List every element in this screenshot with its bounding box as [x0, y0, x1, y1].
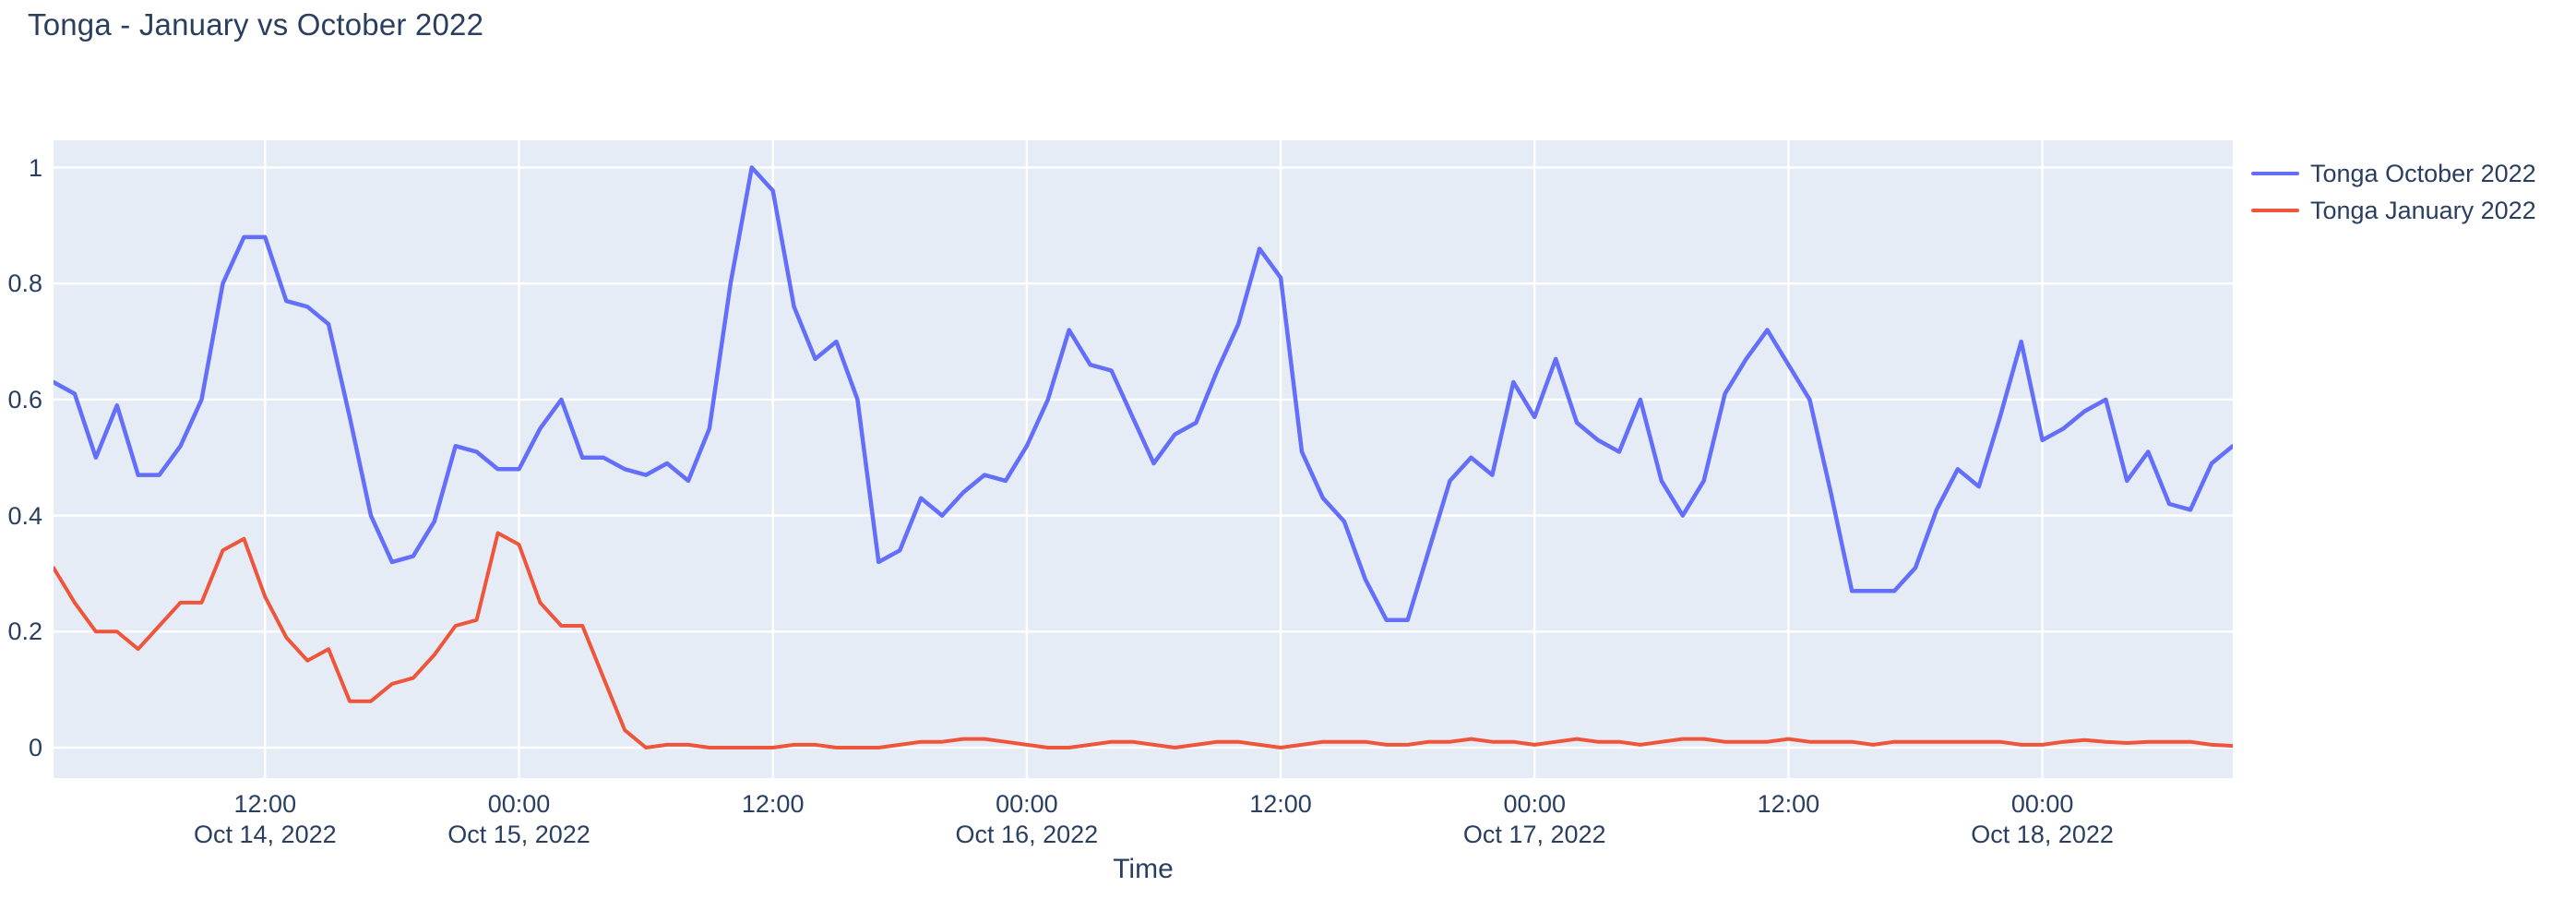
x-tick-time: 12:00: [233, 790, 297, 818]
plot-background: [54, 140, 2233, 778]
y-tick-label: 0.8: [7, 270, 42, 298]
y-axis-ticks: 0 0.2 0.4 0.6 0.8 1: [0, 0, 48, 899]
legend: Tonga October 2022 Tonga January 2022: [2251, 155, 2536, 229]
x-tick-date: Oct 15, 2022: [447, 821, 590, 848]
legend-label: Tonga October 2022: [2310, 159, 2536, 187]
x-tick-date: Oct 16, 2022: [955, 821, 1099, 848]
x-tick-date: Oct 14, 2022: [194, 821, 337, 848]
legend-item[interactable]: Tonga January 2022: [2251, 192, 2536, 229]
x-tick-time: 00:00: [1503, 790, 1567, 818]
legend-item[interactable]: Tonga October 2022: [2251, 155, 2536, 192]
x-tick-label: 12:00: [1758, 789, 1820, 820]
x-tick-time: 12:00: [1249, 790, 1312, 818]
legend-line-swatch: [2251, 209, 2299, 212]
y-tick-label: 1: [28, 153, 42, 182]
x-tick-time: 00:00: [487, 790, 551, 818]
x-tick-date: Oct 17, 2022: [1462, 821, 1606, 848]
legend-line-swatch: [2251, 172, 2299, 175]
x-axis-title: Time: [1113, 854, 1174, 884]
x-tick-label: 00:00 Oct 18, 2022: [1971, 789, 2114, 850]
series-line-tonga-october-2022[interactable]: [54, 165, 2233, 622]
y-tick-label: 0: [28, 734, 42, 761]
x-tick-label: 00:00 Oct 16, 2022: [956, 789, 1099, 850]
y-tick-label: 0.4: [7, 501, 42, 530]
x-tick-date: Oct 18, 2022: [1971, 821, 2114, 848]
x-tick-time: 12:00: [741, 790, 805, 818]
chart-title: Tonga - January vs October 2022: [28, 7, 484, 42]
x-tick-label: 00:00 Oct 15, 2022: [447, 789, 590, 850]
x-tick-label: 00:00 Oct 17, 2022: [1463, 789, 1606, 850]
x-tick-label: 12:00: [1249, 789, 1312, 820]
x-tick-time: 12:00: [1757, 790, 1820, 818]
line-chart-canvas[interactable]: [54, 140, 2233, 778]
series-line-tonga-january-2022[interactable]: [54, 531, 2233, 749]
x-tick-time: 00:00: [2010, 790, 2074, 818]
x-tick-time: 00:00: [996, 790, 1058, 818]
legend-label: Tonga January 2022: [2310, 196, 2536, 224]
y-tick-label: 0.2: [7, 617, 42, 646]
y-tick-label: 0.6: [7, 385, 42, 414]
plot-area[interactable]: [54, 140, 2233, 778]
x-tick-label: 12:00: [742, 789, 805, 820]
x-tick-label: 12:00 Oct 14, 2022: [194, 789, 337, 850]
